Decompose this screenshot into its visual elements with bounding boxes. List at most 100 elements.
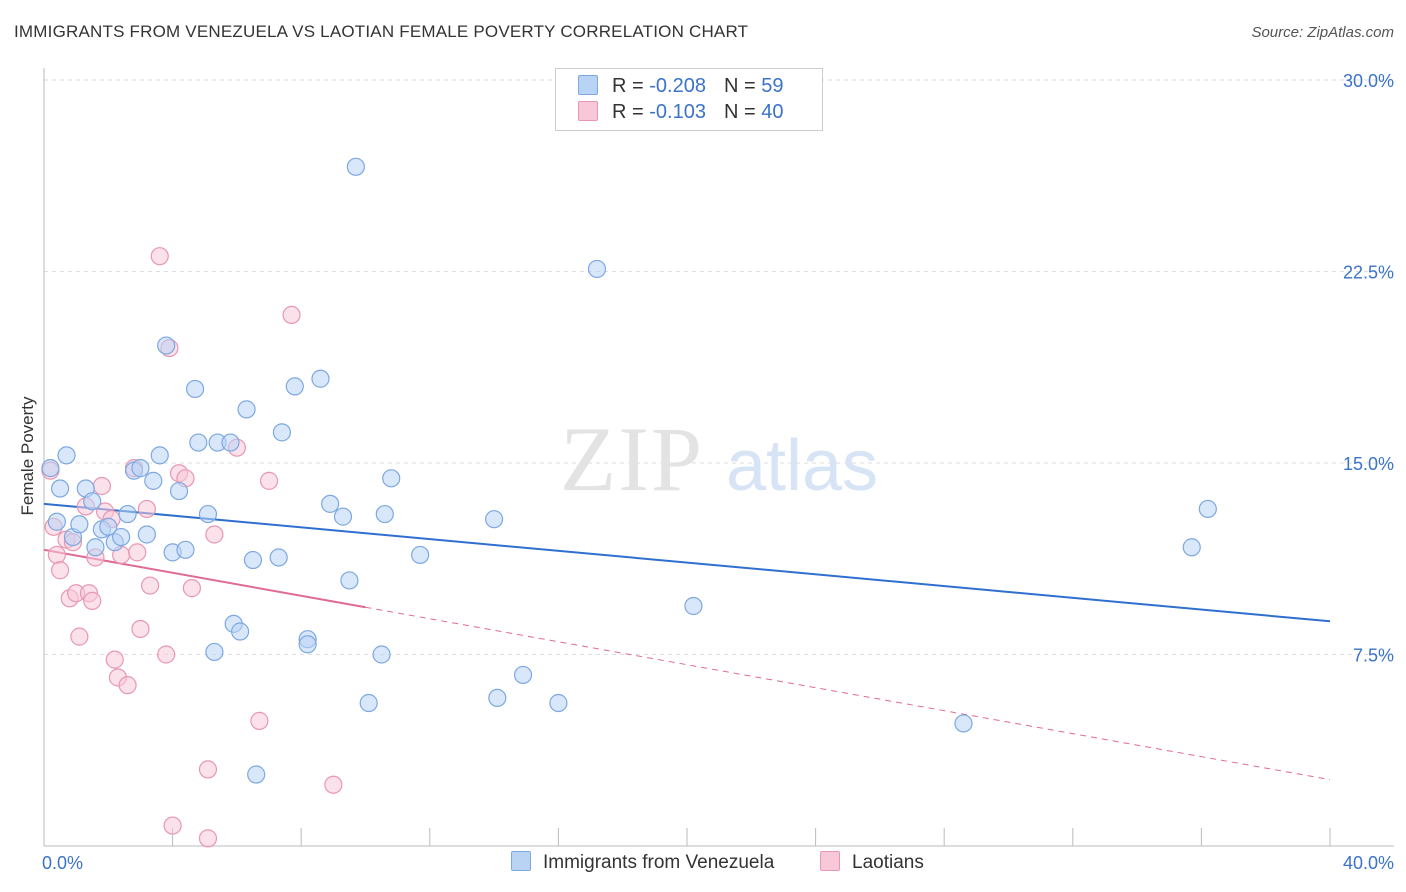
- venezuela-point: [47, 512, 66, 531]
- y-tick-label: 15.0%: [1343, 454, 1394, 474]
- legend-n-label: N =: [723, 101, 762, 123]
- venezuela-point: [382, 469, 401, 488]
- venezuela-point: [112, 527, 131, 547]
- legend-swatch-laotians: [578, 101, 598, 121]
- bottom-legend-swatch-laotians: [820, 851, 840, 871]
- bottom-legend-venezuela: Immigrants from Venezuela: [511, 851, 774, 874]
- venezuela-point: [247, 765, 266, 784]
- y-tick-label: 7.5%: [1353, 646, 1394, 666]
- legend-r-label: R =: [612, 101, 650, 123]
- bottom-legend-laotians: Laotians: [820, 851, 924, 874]
- venezuela-point: [41, 459, 60, 478]
- laotian-point: [150, 247, 169, 266]
- venezuela-point: [684, 596, 703, 616]
- venezuela-point: [269, 548, 288, 567]
- venezuela-point: [189, 433, 208, 452]
- laotian-trend-line-dashed: [365, 606, 1331, 781]
- venezuela-point: [488, 688, 507, 708]
- venezuela-point: [298, 635, 317, 654]
- venezuela-point: [375, 504, 394, 524]
- bottom-legend-label-venezuela: Immigrants from Venezuela: [543, 852, 775, 873]
- venezuela-point: [131, 459, 150, 478]
- legend-swatch-venezuela: [578, 75, 598, 95]
- watermark-atlas: atlas: [726, 426, 878, 506]
- laotian-point: [137, 499, 156, 519]
- venezuela-point: [137, 525, 156, 544]
- laotian-point: [50, 561, 70, 580]
- venezuela-point: [1182, 538, 1201, 557]
- tick-labels: 7.5% 15.0% 22.5% 30.0% 0.0% 40.0%: [42, 71, 1394, 873]
- watermark: ZIP atlas: [560, 408, 878, 510]
- venezuela-point: [485, 510, 504, 529]
- laotian-point: [92, 476, 111, 496]
- venezuela-point: [99, 517, 118, 536]
- venezuela-point: [50, 479, 70, 498]
- venezuela-point: [346, 157, 365, 176]
- venezuela-point: [157, 336, 176, 355]
- venezuela-point: [513, 665, 533, 685]
- laotian-point: [324, 775, 343, 794]
- legend-r-value: -0.208: [649, 75, 706, 97]
- venezuela-point: [86, 538, 105, 557]
- venezuela-point: [954, 714, 973, 733]
- chart-title: IMMIGRANTS FROM VENEZUELA VS LAOTIAN FEM…: [14, 22, 749, 41]
- x-tick-label: 40.0%: [1343, 853, 1394, 873]
- laotian-point: [259, 471, 279, 490]
- stats-legend: R = -0.208 N = 59 R = -0.103 N = 40: [555, 68, 823, 131]
- venezuela-point: [359, 693, 378, 713]
- axes: [43, 68, 1394, 847]
- venezuela-point: [205, 642, 224, 662]
- venezuela-point: [340, 571, 359, 590]
- venezuela-point: [70, 515, 89, 534]
- venezuela-point: [144, 471, 163, 490]
- venezuela-point: [411, 545, 430, 565]
- venezuela-trend-line: [43, 502, 1331, 623]
- legend-r-value: -0.103: [649, 101, 706, 123]
- laotian-point: [70, 627, 89, 646]
- legend-n-value: 59: [761, 75, 784, 97]
- laotian-point: [140, 576, 160, 595]
- venezuela-point: [169, 481, 189, 501]
- venezuela-point: [243, 550, 263, 570]
- venezuela-point: [221, 433, 240, 452]
- venezuela-point: [150, 446, 169, 465]
- laotian-point: [198, 829, 218, 848]
- source-label: Source: ZipAtlas.com: [1251, 24, 1394, 41]
- venezuela-point: [83, 492, 102, 511]
- venezuela-point: [176, 540, 195, 559]
- laotian-point: [83, 591, 102, 610]
- venezuela-point: [285, 377, 304, 396]
- venezuela-point: [333, 507, 353, 526]
- watermark-zip: ZIP: [560, 408, 704, 510]
- x-tick-label: 0.0%: [42, 853, 83, 873]
- bottom-legend-swatch-venezuela: [511, 851, 531, 871]
- trend-lines: [43, 502, 1331, 781]
- venezuela-point: [118, 504, 137, 524]
- laotian-point: [118, 676, 137, 695]
- venezuela-point: [321, 494, 340, 513]
- laotian-point: [282, 305, 301, 325]
- legend-r-label: R =: [612, 75, 650, 97]
- venezuela-point: [237, 400, 256, 419]
- venezuela-point: [549, 693, 568, 713]
- y-tick-label: 22.5%: [1343, 263, 1394, 283]
- venezuela-point: [231, 622, 250, 641]
- venezuela-point: [1198, 499, 1217, 519]
- laotian-point: [131, 619, 150, 639]
- legend-n-value: 40: [761, 101, 784, 123]
- legend-row-venezuela: R = -0.208 N = 59: [578, 75, 783, 99]
- venezuela-point: [186, 379, 205, 399]
- y-axis-label: Female Poverty: [18, 396, 37, 516]
- laotian-point: [157, 645, 176, 664]
- venezuela-point: [198, 504, 218, 524]
- venezuela-points: [41, 157, 1217, 784]
- grid-lines: [44, 79, 1394, 655]
- venezuela-point: [311, 369, 330, 388]
- venezuela-point: [372, 645, 391, 664]
- laotian-point: [205, 525, 224, 544]
- y-tick-label: 30.0%: [1343, 71, 1394, 91]
- legend-row-laotians: R = -0.103 N = 40: [578, 101, 783, 125]
- laotian-point: [198, 760, 218, 779]
- laotian-point: [250, 711, 269, 730]
